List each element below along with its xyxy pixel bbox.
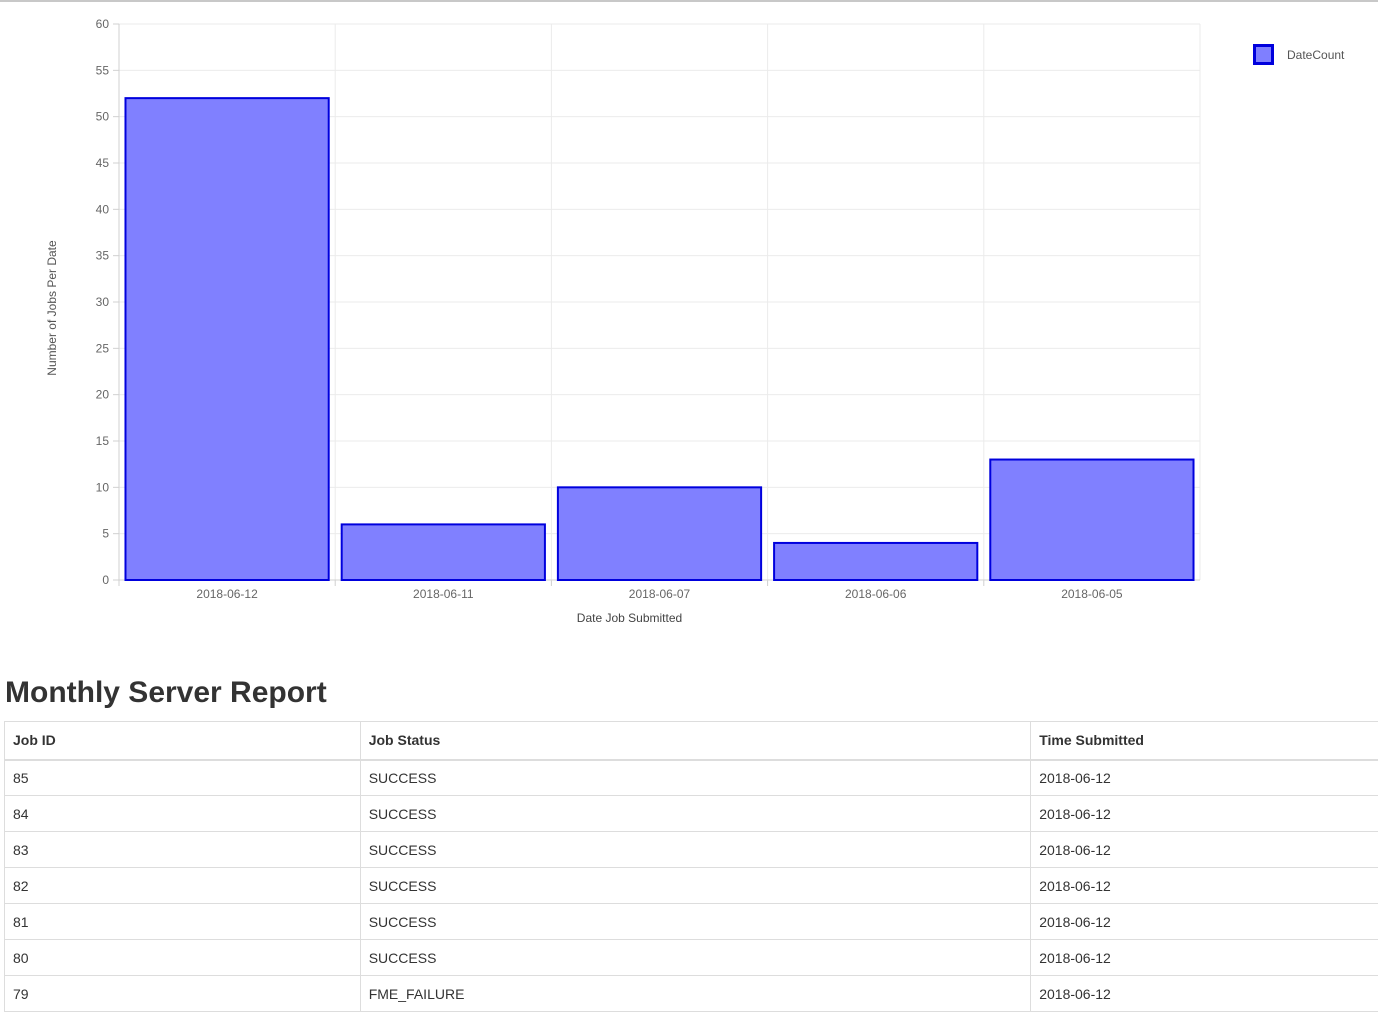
cell-job-status: SUCCESS [360, 904, 1031, 940]
bar [558, 487, 761, 580]
table-row: 83 SUCCESS 2018-06-12 [5, 832, 1378, 868]
x-tick-label: 2018-06-05 [1061, 587, 1123, 601]
x-tick-label: 2018-06-12 [196, 587, 258, 601]
y-tick-label: 0 [102, 573, 109, 587]
cell-time-submitted: 2018-06-12 [1031, 796, 1378, 832]
bar [990, 460, 1193, 580]
chart-svg: 0 5 10 15 20 25 30 35 40 45 50 55 60 2018-06-12 2018-0… [0, 2, 1378, 642]
cell-time-submitted: 2018-06-12 [1031, 976, 1378, 1012]
cell-time-submitted: 2018-06-12 [1031, 868, 1378, 904]
cell-job-status: FME_FAILURE [360, 976, 1031, 1012]
column-header-job-status[interactable]: Job Status [360, 722, 1031, 760]
column-header-time-submitted[interactable]: Time Submitted [1031, 722, 1378, 760]
x-tick-label: 2018-06-11 [413, 587, 474, 601]
table-row: 84 SUCCESS 2018-06-12 [5, 796, 1378, 832]
y-tick-label: 20 [96, 388, 110, 402]
cell-job-id: 82 [5, 868, 361, 904]
cell-job-status: SUCCESS [360, 940, 1031, 976]
bar [125, 98, 328, 580]
y-tick-label: 50 [96, 110, 110, 124]
cell-job-id: 85 [5, 760, 361, 796]
cell-job-id: 81 [5, 904, 361, 940]
y-tick-label: 55 [96, 63, 110, 77]
y-tick-label: 5 [102, 527, 109, 541]
cell-job-status: SUCCESS [360, 796, 1031, 832]
y-tick-label: 25 [96, 341, 110, 355]
table-row: 82 SUCCESS 2018-06-12 [5, 868, 1378, 904]
cell-job-status: SUCCESS [360, 832, 1031, 868]
cell-job-status: SUCCESS [360, 868, 1031, 904]
legend-label: DateCount [1287, 48, 1344, 62]
cell-job-id: 79 [5, 976, 361, 1012]
cell-time-submitted: 2018-06-12 [1031, 904, 1378, 940]
bar-chart: 0 5 10 15 20 25 30 35 40 45 50 55 60 2018-06-12 2018-0… [0, 2, 1378, 642]
cell-job-id: 83 [5, 832, 361, 868]
y-tick-label: 60 [96, 17, 110, 31]
chart-legend[interactable]: DateCount [1253, 44, 1344, 65]
table-header-row: Job ID Job Status Time Submitted [5, 722, 1378, 760]
cell-time-submitted: 2018-06-12 [1031, 832, 1378, 868]
table-row: 80 SUCCESS 2018-06-12 [5, 940, 1378, 976]
y-tick-label: 45 [96, 156, 110, 170]
cell-job-id: 80 [5, 940, 361, 976]
cell-time-submitted: 2018-06-12 [1031, 760, 1378, 796]
report-title: Monthly Server Report [5, 673, 327, 713]
cell-time-submitted: 2018-06-12 [1031, 940, 1378, 976]
x-tick-label: 2018-06-06 [845, 587, 907, 601]
report-table: Job ID Job Status Time Submitted 85 SUCC… [4, 721, 1378, 1012]
table-row: 85 SUCCESS 2018-06-12 [5, 760, 1378, 796]
y-tick-label: 30 [96, 295, 110, 309]
table-row: 81 SUCCESS 2018-06-12 [5, 904, 1378, 940]
y-tick-label: 15 [96, 434, 110, 448]
y-tick-label: 40 [96, 202, 110, 216]
legend-swatch [1253, 44, 1274, 65]
column-header-job-id[interactable]: Job ID [5, 722, 361, 760]
y-tick-label: 35 [96, 249, 110, 263]
x-axis-title: Date Job Submitted [577, 611, 682, 625]
y-tick-label: 10 [96, 480, 110, 494]
table-row: 79 FME_FAILURE 2018-06-12 [5, 976, 1378, 1012]
cell-job-status: SUCCESS [360, 760, 1031, 796]
x-tick-label: 2018-06-07 [629, 587, 691, 601]
bar [342, 524, 545, 580]
bar [774, 543, 977, 580]
y-axis-title: Number of Jobs Per Date [45, 240, 59, 376]
cell-job-id: 84 [5, 796, 361, 832]
